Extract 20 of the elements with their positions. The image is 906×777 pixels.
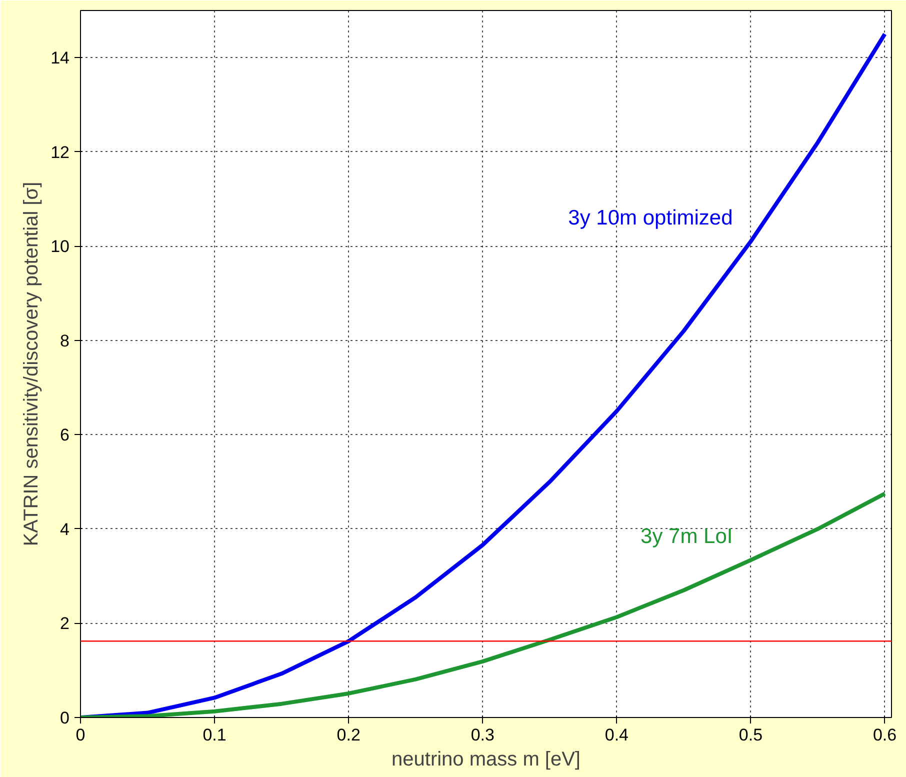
x-tick-label: 0.6: [872, 726, 897, 744]
x-tick-label: 0.5: [738, 726, 763, 744]
x-tick-label: 0.2: [336, 726, 360, 744]
y-tick-label: 8: [60, 331, 70, 350]
x-tick-label: 0.4: [604, 726, 629, 744]
y-tick-label: 0: [60, 708, 70, 728]
y-axis-title: KATRIN sensitivity/discovery potential [σ]: [20, 182, 43, 546]
x-tick-label: 0: [76, 726, 86, 744]
x-tick-label: 0.1: [202, 726, 226, 744]
series-label: 3y 10m optimized: [568, 206, 733, 230]
y-tick-label: 10: [50, 237, 70, 256]
x-axis-title: neutrino mass m [eV]: [392, 748, 580, 770]
line-series: [80, 492, 887, 718]
y-tick-label: 14: [50, 48, 70, 68]
y-tick-label: 4: [60, 520, 70, 539]
y-tick-label: 12: [50, 142, 70, 162]
series-label: 3y 7m LoI: [640, 525, 733, 548]
y-tick-label: 2: [60, 614, 70, 634]
y-tick-label: 6: [60, 426, 70, 445]
x-tick-label: 0.3: [470, 726, 494, 744]
